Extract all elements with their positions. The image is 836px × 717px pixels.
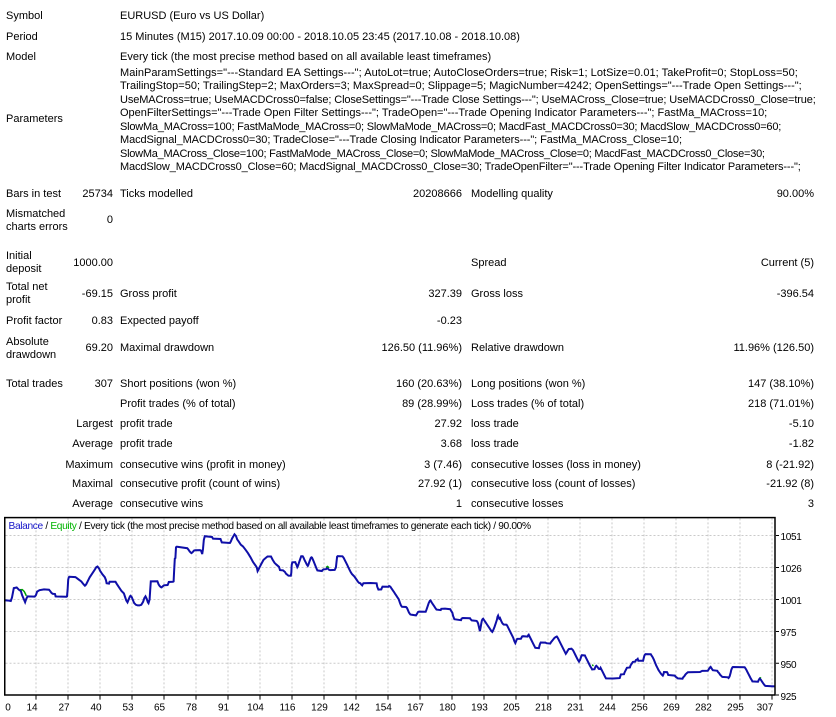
svg-text:925: 925 <box>781 692 798 703</box>
svg-text:244: 244 <box>599 703 616 714</box>
svg-text:53: 53 <box>122 703 134 714</box>
svg-text:167: 167 <box>407 703 424 714</box>
svg-text:1051: 1051 <box>781 532 803 543</box>
svg-text:975: 975 <box>781 628 798 639</box>
svg-text:91: 91 <box>218 703 230 714</box>
svg-text:307: 307 <box>757 703 774 714</box>
svg-text:129: 129 <box>311 703 328 714</box>
svg-text:180: 180 <box>439 703 456 714</box>
svg-text:27: 27 <box>58 703 70 714</box>
svg-text:1026: 1026 <box>781 564 803 575</box>
svg-text:65: 65 <box>154 703 166 714</box>
svg-text:104: 104 <box>247 703 264 714</box>
svg-text:142: 142 <box>343 703 360 714</box>
svg-text:154: 154 <box>375 703 392 714</box>
svg-text:78: 78 <box>186 703 198 714</box>
svg-text:295: 295 <box>727 703 744 714</box>
svg-text:950: 950 <box>781 660 798 671</box>
svg-text:1001: 1001 <box>781 596 803 607</box>
svg-text:231: 231 <box>567 703 584 714</box>
svg-text:40: 40 <box>90 703 102 714</box>
svg-text:205: 205 <box>503 703 520 714</box>
svg-text:218: 218 <box>535 703 552 714</box>
svg-text:14: 14 <box>26 703 38 714</box>
svg-text:0: 0 <box>5 703 11 714</box>
svg-text:116: 116 <box>280 703 296 714</box>
svg-text:256: 256 <box>631 703 648 714</box>
svg-text:269: 269 <box>663 703 680 714</box>
svg-text:282: 282 <box>695 703 712 714</box>
svg-text:193: 193 <box>471 703 488 714</box>
